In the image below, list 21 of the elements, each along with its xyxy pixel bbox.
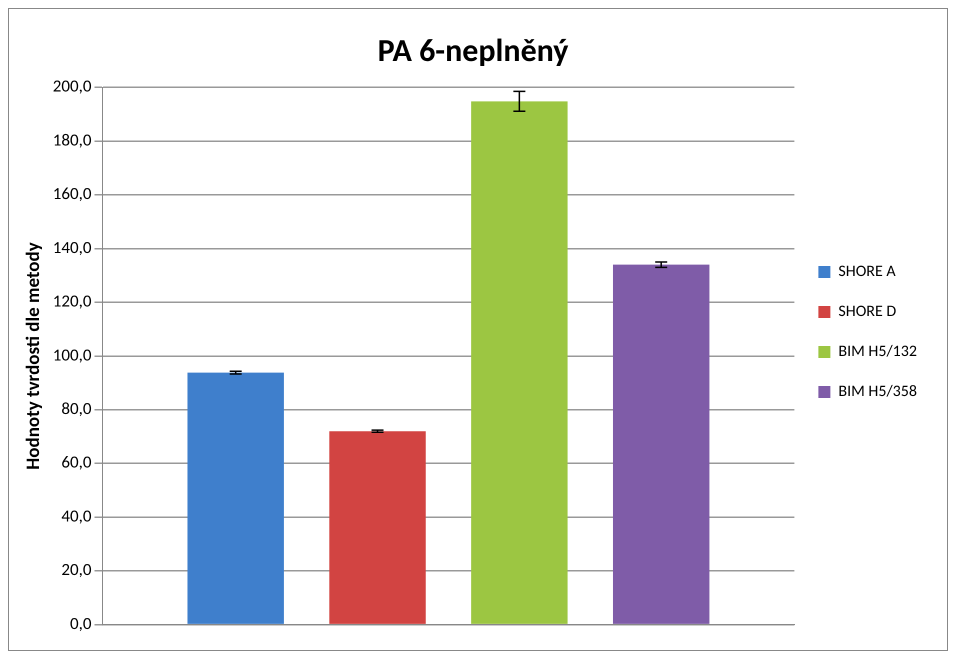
y-tick-label: 0,0 (70, 612, 92, 634)
y-axis-title: Hodnoty tvrdosti dle metody (22, 242, 46, 470)
y-tick-label: 120,0 (52, 290, 92, 312)
legend-label: BIM H5/358 (838, 382, 918, 401)
legend-label: BIM H5/132 (838, 342, 918, 361)
y-tick-label: 20,0 (61, 559, 92, 580)
bar (187, 372, 284, 624)
y-tick-label: 180,0 (52, 129, 92, 150)
bar (471, 101, 568, 624)
y-tick-label: 140,0 (52, 236, 92, 258)
y-tick-label: 80,0 (61, 398, 92, 419)
y-tick-label: 200,0 (52, 76, 92, 97)
bar (612, 264, 710, 624)
y-tick-label: 160,0 (52, 183, 92, 204)
legend-label: SHORE A (838, 262, 896, 281)
chart-title: PA 6-neplněný (378, 31, 568, 70)
y-tick-label: 60,0 (61, 452, 92, 473)
y-tick-label: 100,0 (52, 344, 92, 366)
legend-label: SHORE D (838, 302, 896, 321)
bar (329, 431, 426, 624)
y-tick-label: 40,0 (61, 505, 92, 526)
